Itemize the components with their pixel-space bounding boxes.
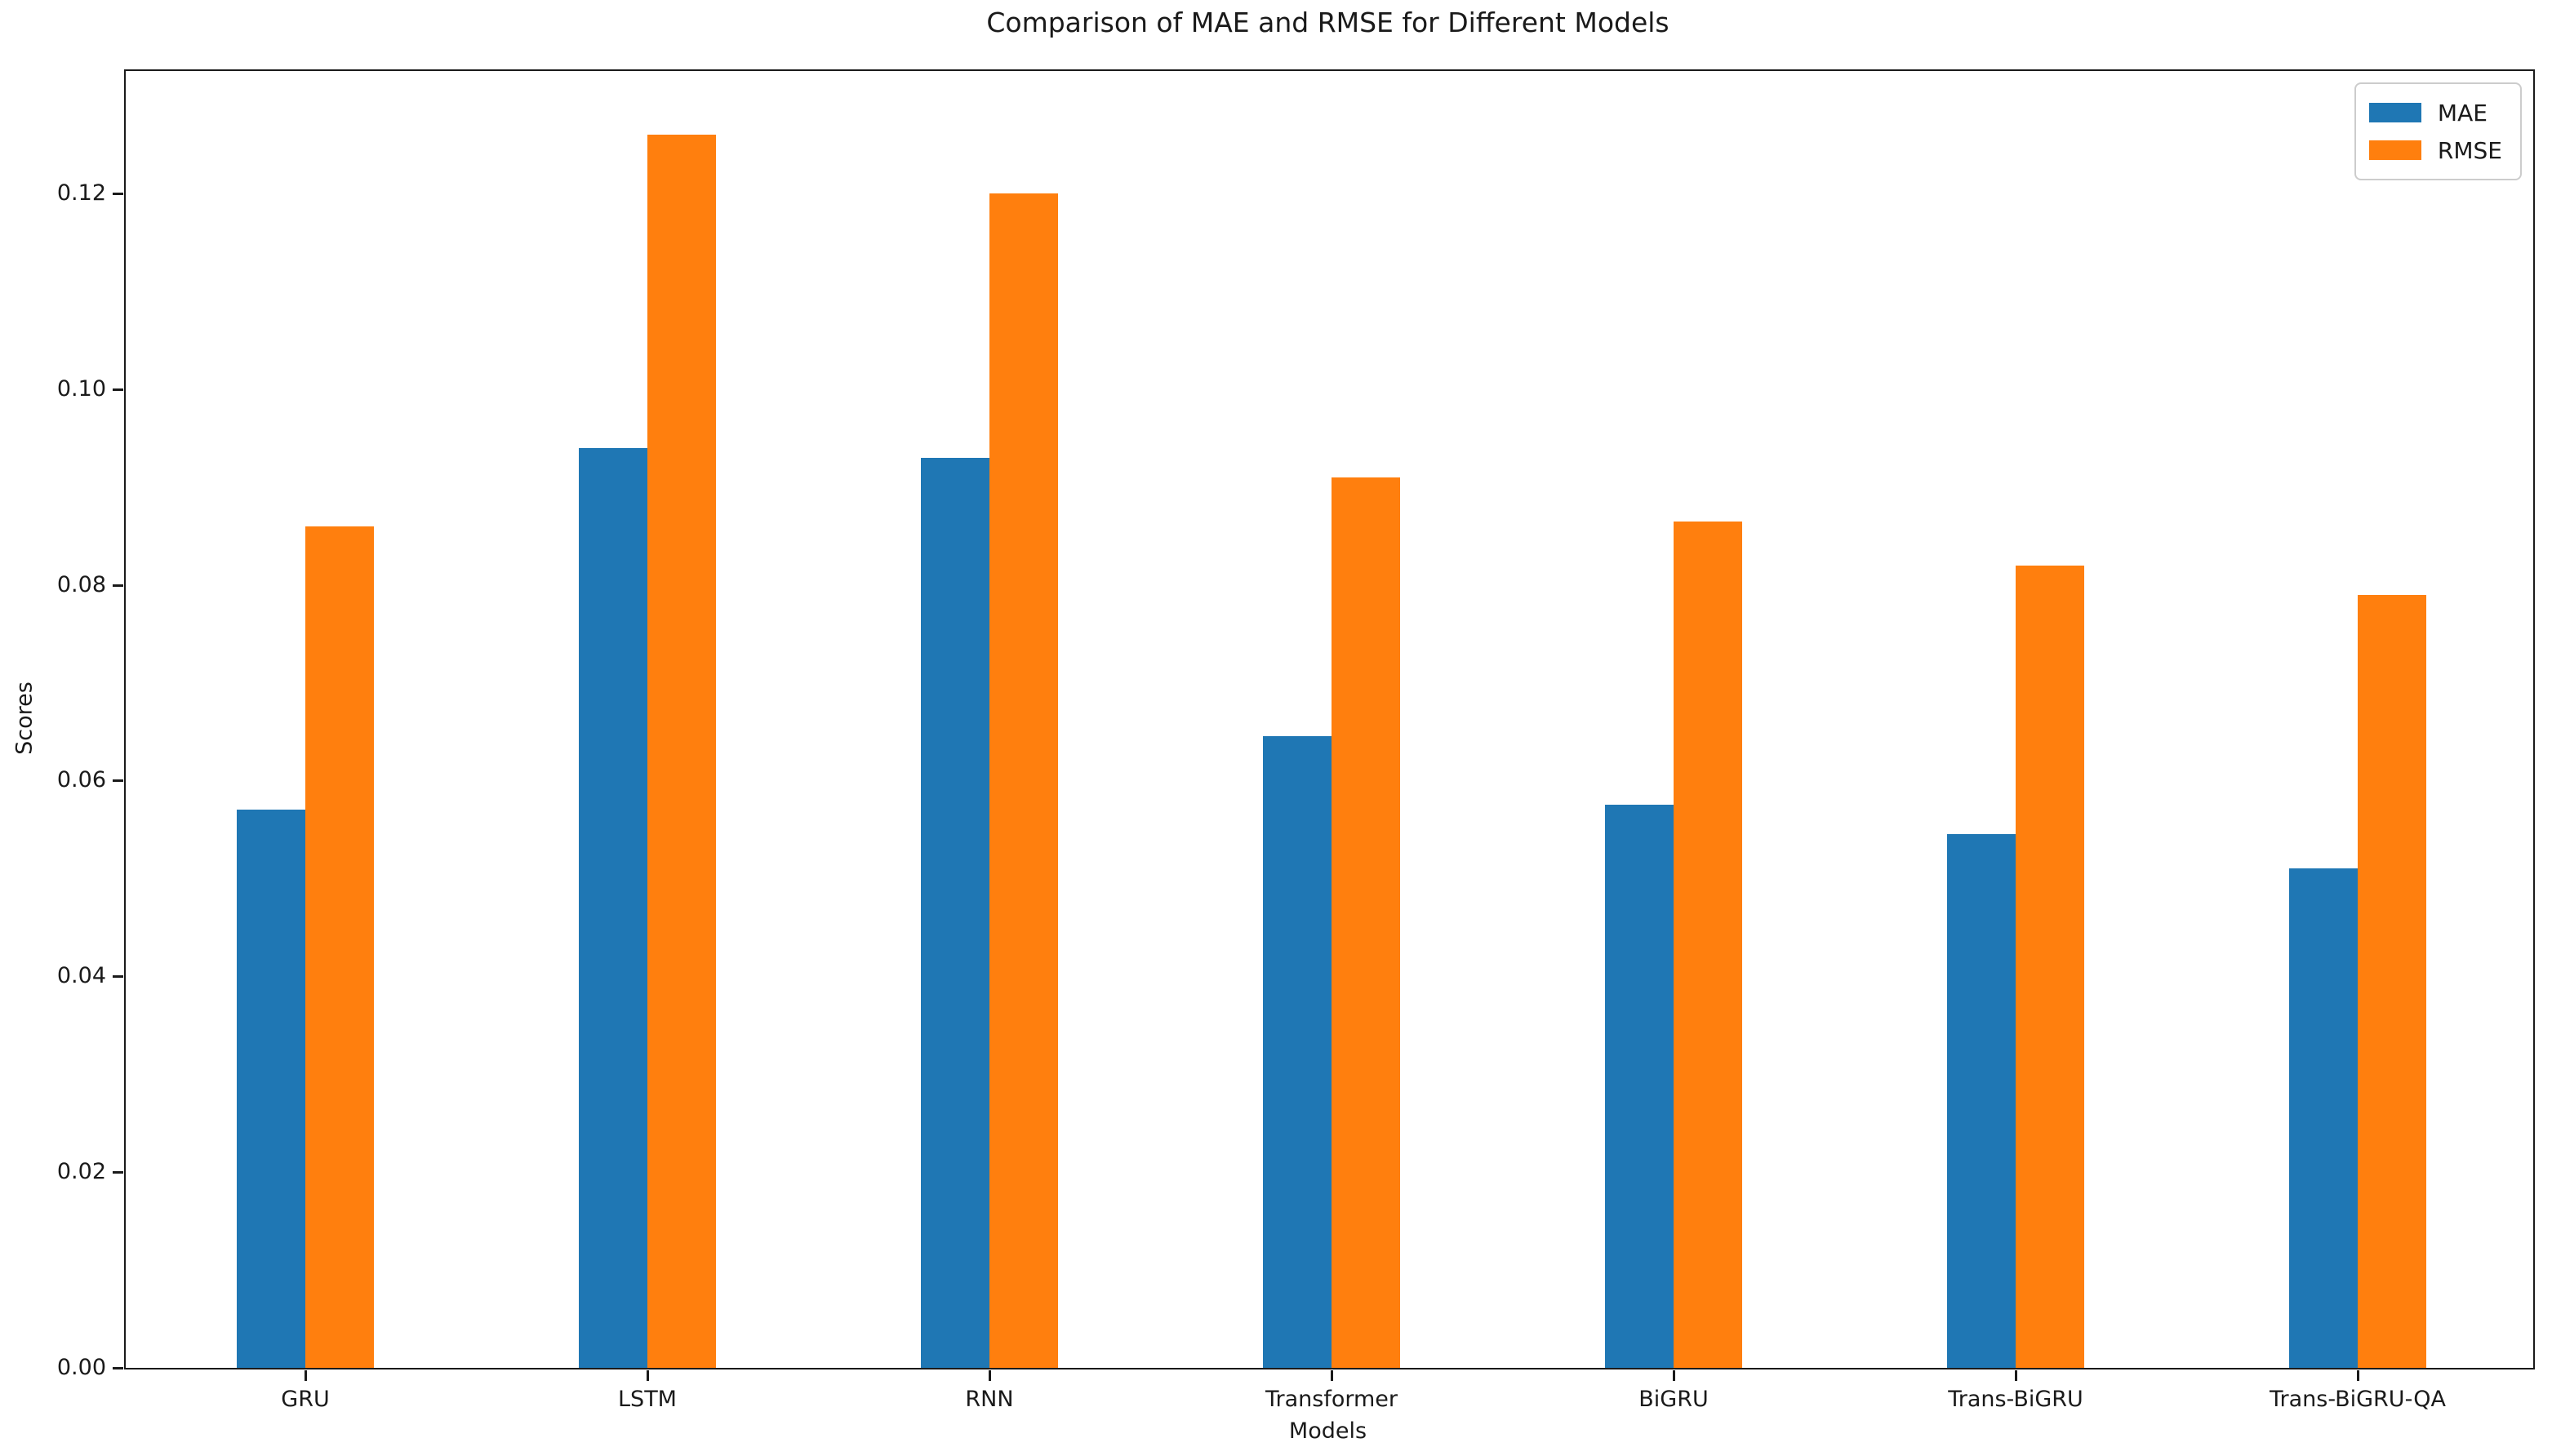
legend-label-mae: MAE: [2437, 99, 2488, 127]
legend-item: MAE: [2368, 94, 2502, 131]
y-tick-label: 0.10: [56, 376, 106, 402]
x-tick-mark: [2015, 1370, 2017, 1381]
bar-rmse-bigru: [1674, 522, 1742, 1368]
x-tick-mark: [989, 1370, 991, 1381]
x-tick-label: GRU: [281, 1387, 330, 1412]
bar-mae-transformer: [1263, 736, 1332, 1368]
y-tick-label: 0.08: [56, 572, 106, 597]
bar-mae-rnn: [921, 458, 989, 1368]
chart-title: Comparison of MAE and RMSE for Different…: [986, 7, 1669, 38]
bar-rmse-transformer: [1332, 477, 1400, 1368]
x-tick-mark: [305, 1370, 307, 1381]
bar-rmse-gru: [305, 526, 374, 1368]
y-axis-label: Scores: [11, 681, 38, 755]
x-tick-mark: [1331, 1370, 1333, 1381]
legend-swatch-rmse-icon: [2368, 140, 2421, 160]
y-tick-mark: [113, 193, 123, 195]
x-tick-mark: [1673, 1370, 1675, 1381]
plot-area: 0.00 0.02 0.04 0.06 0.08 0.10 0.12 GRU LSTM RNN Tr…: [57, 69, 2535, 1412]
x-tick-label: Trans-BiGRU: [1948, 1387, 2083, 1412]
y-tick-mark: [113, 779, 123, 782]
bar-rmse-lstm: [647, 135, 716, 1368]
bar-mae-gru: [237, 810, 305, 1368]
x-tick-label: Trans-BiGRU-QA: [2269, 1387, 2447, 1412]
bar-rmse-rnn: [989, 193, 1058, 1368]
y-tick-label: 0.06: [56, 767, 106, 792]
bar-rmse-trans-bigru: [2016, 566, 2084, 1368]
y-tick-mark: [113, 584, 123, 587]
y-tick-mark: [113, 1367, 123, 1369]
y-tick-mark: [113, 388, 123, 391]
bar-rmse-trans-bigru-qa: [2358, 595, 2426, 1368]
y-tick-label: 0.12: [56, 180, 106, 206]
bar-mae-lstm: [579, 448, 647, 1368]
y-tick-label: 0.04: [56, 963, 106, 988]
legend: MAE RMSE: [2354, 82, 2522, 180]
bar-mae-bigru: [1605, 805, 1674, 1368]
y-tick-mark: [113, 975, 123, 978]
bar-mae-trans-bigru: [1947, 834, 2016, 1368]
x-tick-label: RNN: [965, 1387, 1014, 1412]
x-tick-label: LSTM: [618, 1387, 677, 1412]
legend-swatch-mae-icon: [2368, 103, 2421, 122]
x-tick-mark: [2357, 1370, 2359, 1381]
legend-item: RMSE: [2368, 131, 2502, 169]
y-tick-mark: [113, 1171, 123, 1174]
bar-mae-trans-bigru-qa: [2289, 868, 2358, 1368]
x-tick-label: BiGRU: [1638, 1387, 1709, 1412]
y-tick-label: 0.00: [56, 1355, 106, 1380]
x-axis-label: Models: [1288, 1418, 1367, 1444]
x-tick-label: Transformer: [1265, 1387, 1398, 1412]
y-tick-label: 0.02: [56, 1159, 106, 1184]
x-tick-mark: [647, 1370, 649, 1381]
legend-label-rmse: RMSE: [2437, 136, 2502, 164]
